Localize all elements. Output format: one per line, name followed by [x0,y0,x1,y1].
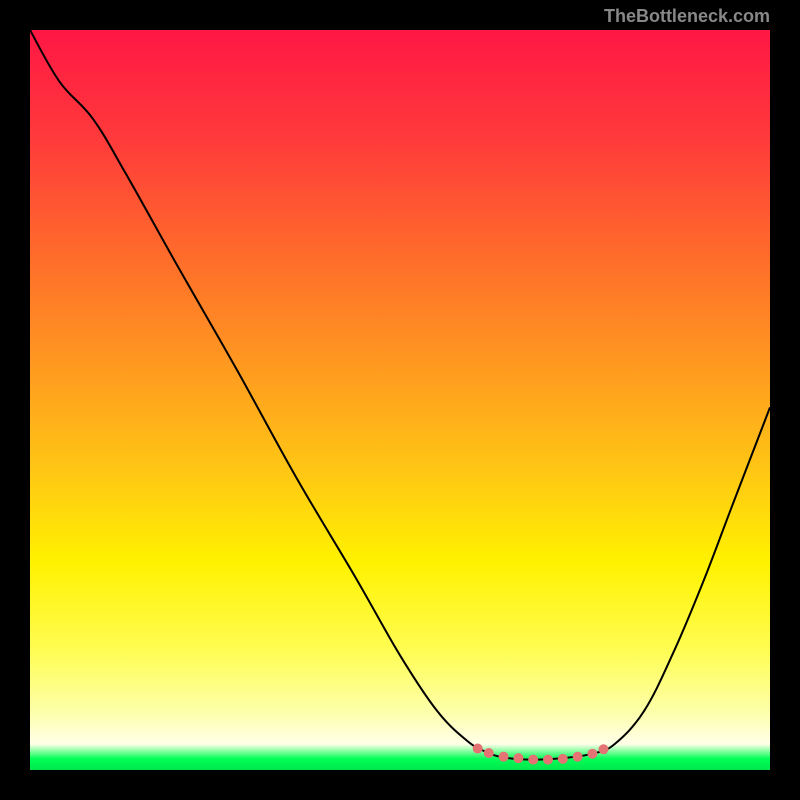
chart-svg [30,30,770,770]
optimal-dot [528,755,538,765]
optimal-dot [587,749,597,759]
optimal-dot [484,748,494,758]
chart-background [30,30,770,770]
optimal-dot [513,753,523,763]
watermark-text: TheBottleneck.com [604,6,770,27]
optimal-dot [543,755,553,765]
optimal-dot [599,744,609,754]
chart-area [30,30,770,770]
optimal-dot [473,744,483,754]
optimal-dot [573,752,583,762]
optimal-dot [499,752,509,762]
optimal-dot [558,754,568,764]
